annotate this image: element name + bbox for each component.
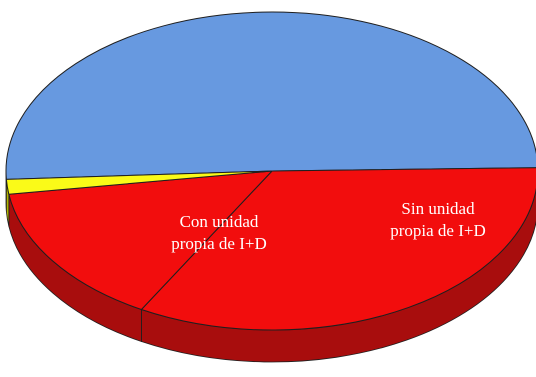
slice-label-1-line-0: Con unidad [180,212,259,231]
pie-slice-0 [5,11,536,180]
pie-top-faces [5,11,536,331]
slice-label-2-line-0: Sin unidad [401,199,475,218]
pie-slice-labels: Con unidad propia de I+D Sin unidad propia … [171,199,486,253]
pie-slice-2 [8,170,273,311]
slice-label-1: Con unidad propia de I+D [171,212,267,253]
slice-label-1-line-1: propia de I+D [171,234,267,253]
slice-label-2: Sin unidad propia de I+D [390,199,486,240]
pie-slice-3 [5,170,273,195]
pie-slice-1 [140,167,536,331]
slice-label-2-line-1: propia de I+D [390,221,486,240]
